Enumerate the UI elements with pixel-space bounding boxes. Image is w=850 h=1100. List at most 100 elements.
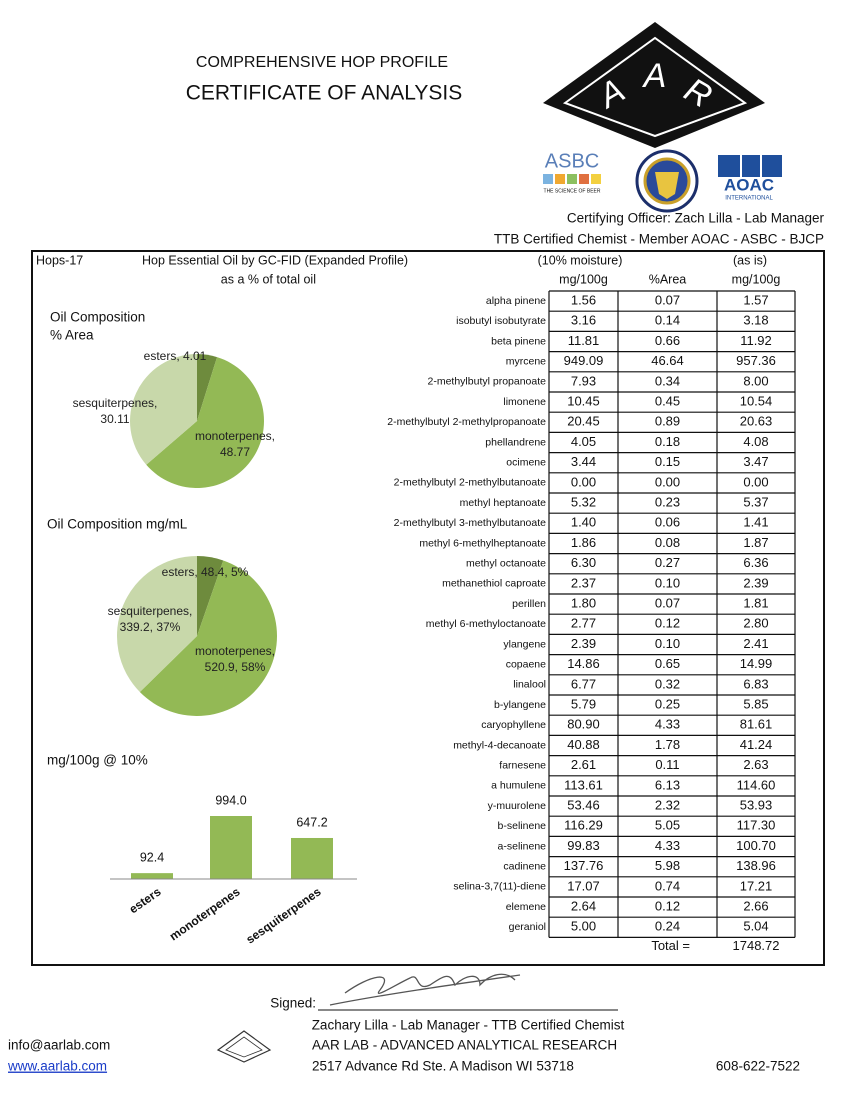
- bar-value-label: 994.0: [215, 793, 246, 807]
- table-cell: 14.99: [740, 656, 773, 671]
- compound-name: myrcene: [506, 355, 546, 367]
- compound-name: 2-methylbutyl propanoate: [428, 376, 547, 388]
- compound-name: methyl octanoate: [466, 557, 546, 569]
- table-cell: 1.40: [571, 515, 596, 530]
- table-cell: 8.00: [743, 373, 768, 388]
- table-cell: 0.23: [655, 495, 680, 510]
- aoac-icons: [718, 155, 782, 177]
- chart-title: Oil Composition: [50, 310, 145, 325]
- column-group: (as is): [733, 253, 767, 267]
- compound-name: limonene: [503, 396, 546, 408]
- table-cell: 5.05: [655, 818, 680, 833]
- table-cell: 2.77: [571, 616, 596, 631]
- table-cell: 0.06: [655, 515, 680, 530]
- compound-name: methanethiol caproate: [442, 578, 546, 590]
- compound-name: b-selinene: [498, 820, 547, 832]
- table-cell: 0.15: [655, 454, 680, 469]
- signed-label: Signed:: [270, 996, 316, 1011]
- table-cell: 0.00: [743, 474, 768, 489]
- compound-name: ocimene: [506, 456, 546, 468]
- table-cell: 0.27: [655, 555, 680, 570]
- table-cell: 99.83: [567, 838, 600, 853]
- table-cell: 10.54: [740, 394, 773, 409]
- table-cell: 10.45: [567, 394, 600, 409]
- table-cell: 1.87: [743, 535, 768, 550]
- bar-value-label: 92.4: [140, 850, 164, 864]
- table-cell: 6.77: [571, 676, 596, 691]
- table-cell: 2.66: [743, 899, 768, 914]
- table-cell: 1.56: [571, 293, 596, 308]
- doc-title: COMPREHENSIVE HOP PROFILE: [196, 54, 448, 71]
- table-cell: 0.34: [655, 373, 680, 388]
- pie-label: sesquiterpenes, 339.2, 37%: [107, 604, 193, 634]
- pie-label: esters, 4.01: [143, 349, 207, 363]
- report-box: [31, 250, 825, 966]
- table-cell: 1.81: [743, 596, 768, 611]
- table-cell: 81.61: [740, 717, 773, 732]
- compound-name: elemene: [506, 901, 546, 913]
- table-cell: 41.24: [740, 737, 773, 752]
- pie-slice: [139, 560, 278, 716]
- table-cell: 46.64: [651, 353, 684, 368]
- compound-name: 2-methylbutyl 3-methylbutanoate: [394, 517, 546, 529]
- compound-name: isobutyl isobutyrate: [456, 315, 546, 327]
- compound-name: methyl-4-decanoate: [453, 739, 546, 751]
- compound-name: geraniol: [509, 921, 546, 933]
- table-cell: 0.10: [655, 636, 680, 651]
- pie-label: esters, 48.4, 5%: [161, 565, 249, 579]
- table-cell: 20.63: [740, 414, 773, 429]
- column-header: mg/100g: [732, 272, 781, 286]
- compound-name: caryophyllene: [481, 719, 546, 731]
- table-cell: 0.07: [655, 293, 680, 308]
- table-cell: 0.07: [655, 596, 680, 611]
- footer-logo: [216, 1030, 272, 1063]
- bar-value-label: 647.2: [296, 815, 327, 829]
- compound-name: copaene: [506, 658, 546, 670]
- table-cell: 0.66: [655, 333, 680, 348]
- table-cell: 0.18: [655, 434, 680, 449]
- website[interactable]: www.aarlab.com: [7, 1059, 107, 1074]
- aoac-logo: AOAC: [724, 175, 774, 194]
- compound-name: phellandrene: [485, 436, 546, 448]
- table-cell: 0.14: [655, 313, 680, 328]
- compound-name: methyl 6-methylheptanoate: [419, 537, 546, 549]
- table-cell: 113.61: [564, 777, 603, 792]
- website-link[interactable]: www.aarlab.com: [7, 1059, 107, 1074]
- column-header: mg/100g: [559, 272, 608, 286]
- compound-name: methyl 6-methyloctanoate: [426, 618, 546, 630]
- pie-slice: [146, 357, 264, 488]
- phone: 608-622-7522: [716, 1059, 800, 1074]
- table-cell: 2.39: [571, 636, 596, 651]
- lab-name: AAR LAB - ADVANCED ANALYTICAL RESEARCH: [312, 1038, 617, 1053]
- total-value: 1748.72: [733, 938, 780, 953]
- table-cell: 0.10: [655, 575, 680, 590]
- x-tick-label: sesquiterpenes: [243, 884, 323, 946]
- table-cell: 0.12: [655, 616, 680, 631]
- table-cell: 80.90: [567, 717, 600, 732]
- table-cell: 0.25: [655, 697, 680, 712]
- pie-slice: [197, 556, 224, 636]
- compound-name: a-selinene: [498, 840, 547, 852]
- table-cell: 4.33: [655, 717, 680, 732]
- table-cell: 4.05: [571, 434, 596, 449]
- table-cell: 2.37: [571, 575, 596, 590]
- table-cell: 17.07: [567, 878, 600, 893]
- asbc-icons: [543, 174, 601, 184]
- table-cell: 0.32: [655, 676, 680, 691]
- signer: Zachary Lilla - Lab Manager - TTB Certif…: [312, 1018, 625, 1033]
- table-cell: 0.89: [655, 414, 680, 429]
- table-cell: 5.79: [571, 697, 596, 712]
- table-cell: 0.12: [655, 899, 680, 914]
- chart-title: Oil Composition mg/mL: [47, 517, 188, 532]
- aoac-tagline: INTERNATIONAL: [725, 196, 773, 202]
- email: info@aarlab.com: [8, 1038, 110, 1053]
- table-cell: 2.39: [743, 575, 768, 590]
- compound-name: 2-methylbutyl 2-methylbutanoate: [394, 477, 546, 489]
- table-cell: 5.04: [743, 919, 768, 934]
- table-cell: 114.60: [737, 777, 776, 792]
- table-cell: 949.09: [564, 353, 604, 368]
- total-label: Total =: [651, 938, 690, 953]
- table-cell: 1.41: [743, 515, 768, 530]
- table-cell: 17.21: [740, 878, 773, 893]
